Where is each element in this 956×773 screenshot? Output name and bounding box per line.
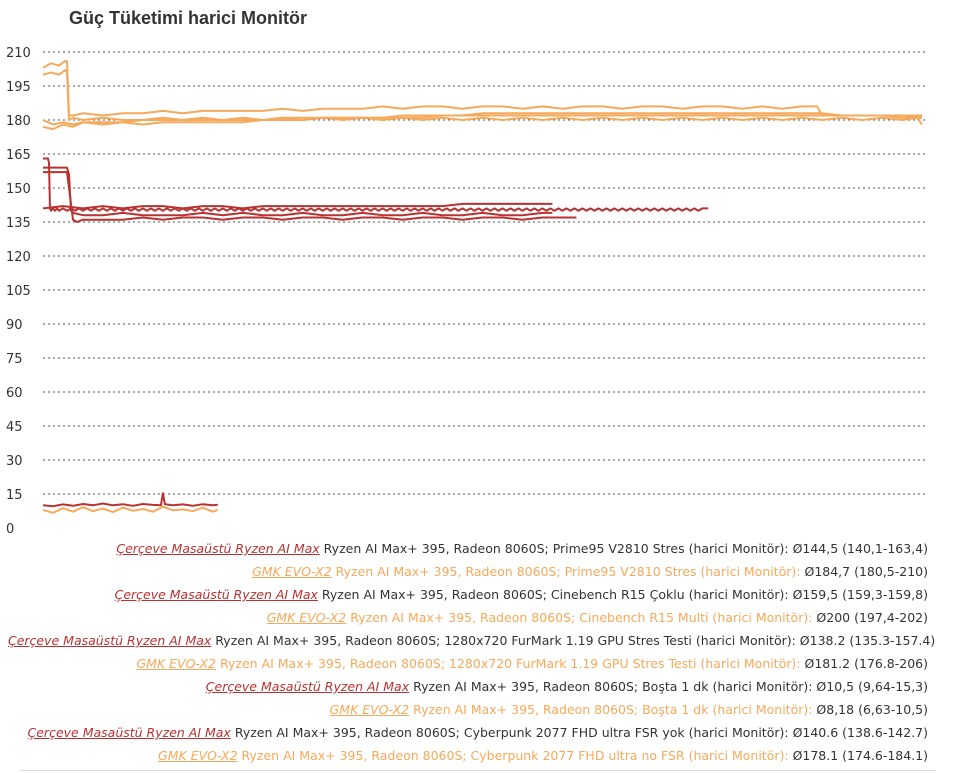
legend-device-link[interactable]: GMK EVO-X2 xyxy=(266,610,347,625)
line-chart: 0 15 30 45 60 75 90 105 120 135 150 165 180 195 210 xyxy=(6,46,928,535)
legend-entry: Çerçeve Masaüstü Ryzen AI Max Ryzen AI M… xyxy=(8,629,935,652)
legend-config-text: Ryzen AI Max+ 395, Radeon 8060S; Prime95… xyxy=(319,541,793,556)
y-tick-label: 45 xyxy=(6,420,23,435)
legend-entry: Çerçeve Masaüstü Ryzen AI Max Ryzen AI M… xyxy=(8,721,928,744)
legend-device-link[interactable]: Çerçeve Masaüstü Ryzen AI Max xyxy=(205,679,410,694)
chart-title: Güç Tüketimi harici Monitör xyxy=(69,8,308,28)
legend-config-text: Ryzen AI Max+ 395, Radeon 8060S; Cyberpu… xyxy=(237,748,793,763)
legend-device-link[interactable]: GMK EVO-X2 xyxy=(158,748,238,763)
legend-device-link[interactable]: Çerçeve Masaüstü Ryzen AI Max xyxy=(27,725,231,740)
legend-device-link[interactable]: Çerçeve Masaüstü Ryzen AI Max xyxy=(116,541,320,556)
series-line-3 xyxy=(42,69,923,126)
legend-stat: Ø140.6 (138.6-142.7) xyxy=(792,725,928,740)
legend-config-text: Ryzen AI Max+ 395, Radeon 8060S; Prime95… xyxy=(331,564,805,579)
legend-stat: Ø184,7 (180,5-210) xyxy=(804,564,928,579)
legend-stat: Ø138.2 (135.3-157.4) xyxy=(799,633,936,648)
y-tick-label: 105 xyxy=(6,284,31,299)
legend-stat: Ø181.2 (176.8-206) xyxy=(804,656,928,671)
y-tick-label: 60 xyxy=(6,386,23,401)
legend-stat: Ø10,5 (9,64-15,3) xyxy=(816,679,928,694)
y-tick-label: 150 xyxy=(6,182,31,197)
legend-config-text: Ryzen AI Max+ 395, Radeon 8060S; Boşta 1… xyxy=(409,702,817,717)
series-layer xyxy=(42,60,923,514)
legend-stat: Ø178.1 (174.6-184.1) xyxy=(792,748,928,763)
legend-entry: Çerçeve Masaüstü Ryzen AI Max Ryzen AI M… xyxy=(8,583,928,606)
legend-device-link[interactable]: GMK EVO-X2 xyxy=(329,702,410,717)
legend-config-text: Ryzen AI Max+ 395, Radeon 8060S; Boşta 1… xyxy=(409,679,817,694)
legend-entry: GMK EVO-X2 Ryzen AI Max+ 395, Radeon 806… xyxy=(8,744,928,767)
y-tick-label: 120 xyxy=(6,250,31,265)
legend-stat: Ø159,5 (159,3-159,8) xyxy=(792,587,928,602)
y-tick-label: 195 xyxy=(6,80,31,95)
series-line-4 xyxy=(43,171,577,223)
legend-device-link[interactable]: GMK EVO-X2 xyxy=(252,564,332,579)
legend-config-text: Ryzen AI Max+ 395, Radeon 8060S; Cineben… xyxy=(346,610,817,625)
legend-entry: GMK EVO-X2 Ryzen AI Max+ 395, Radeon 806… xyxy=(8,560,928,583)
legend-config-text: Ryzen AI Max+ 395, Radeon 8060S; 1280x72… xyxy=(216,656,805,671)
legend-config-text: Ryzen AI Max+ 395, Radeon 8060S; 1280x72… xyxy=(211,633,800,648)
legend-entry: Çerçeve Masaüstü Ryzen AI Max Ryzen AI M… xyxy=(8,675,928,698)
y-axis-ticks: 0 15 30 45 60 75 90 105 120 135 150 165 180 195 210 xyxy=(6,46,31,535)
legend-device-link[interactable]: Çerçeve Masaüstü Ryzen AI Max xyxy=(114,587,318,602)
series-line-2 xyxy=(43,166,553,217)
legend-entry: GMK EVO-X2 Ryzen AI Max+ 395, Radeon 806… xyxy=(8,606,928,629)
legend-config-text: Ryzen AI Max+ 395, Radeon 8060S; Cineben… xyxy=(317,587,793,602)
y-tick-label: 75 xyxy=(6,352,23,367)
series-line-9 xyxy=(42,112,923,131)
y-tick-label: 15 xyxy=(6,488,23,503)
y-tick-label: 180 xyxy=(6,114,31,129)
y-tick-label: 135 xyxy=(6,216,31,231)
legend-device-link[interactable]: Çerçeve Masaüstü Ryzen AI Max xyxy=(8,633,212,648)
series-line-7 xyxy=(42,505,219,514)
series-line-8 xyxy=(42,202,553,210)
y-tick-label: 30 xyxy=(6,454,23,469)
legend-entry: GMK EVO-X2 Ryzen AI Max+ 395, Radeon 806… xyxy=(8,652,929,675)
y-tick-label: 0 xyxy=(6,522,14,535)
legend-device-link[interactable]: GMK EVO-X2 xyxy=(136,656,217,671)
y-tick-label: 90 xyxy=(6,318,23,333)
legend: Çerçeve Masaüstü Ryzen AI Max Ryzen AI M… xyxy=(8,537,935,767)
legend-stat: Ø144,5 (140,1-163,4) xyxy=(792,541,928,556)
legend-stat: Ø200 (197,4-202) xyxy=(816,610,928,625)
legend-entry: GMK EVO-X2 Ryzen AI Max+ 395, Radeon 806… xyxy=(8,698,928,721)
y-tick-label: 210 xyxy=(6,46,31,61)
y-tick-label: 165 xyxy=(6,148,31,163)
legend-config-text: Ryzen AI Max+ 395, Radeon 8060S; Cyberpu… xyxy=(230,725,793,740)
series-line-0 xyxy=(43,157,709,212)
legend-stat: Ø8,18 (6,63-10,5) xyxy=(816,702,928,717)
legend-entry: Çerçeve Masaüstü Ryzen AI Max Ryzen AI M… xyxy=(8,537,928,560)
divider xyxy=(20,770,936,771)
series-line-6 xyxy=(42,492,218,508)
series-line-1 xyxy=(42,60,922,119)
